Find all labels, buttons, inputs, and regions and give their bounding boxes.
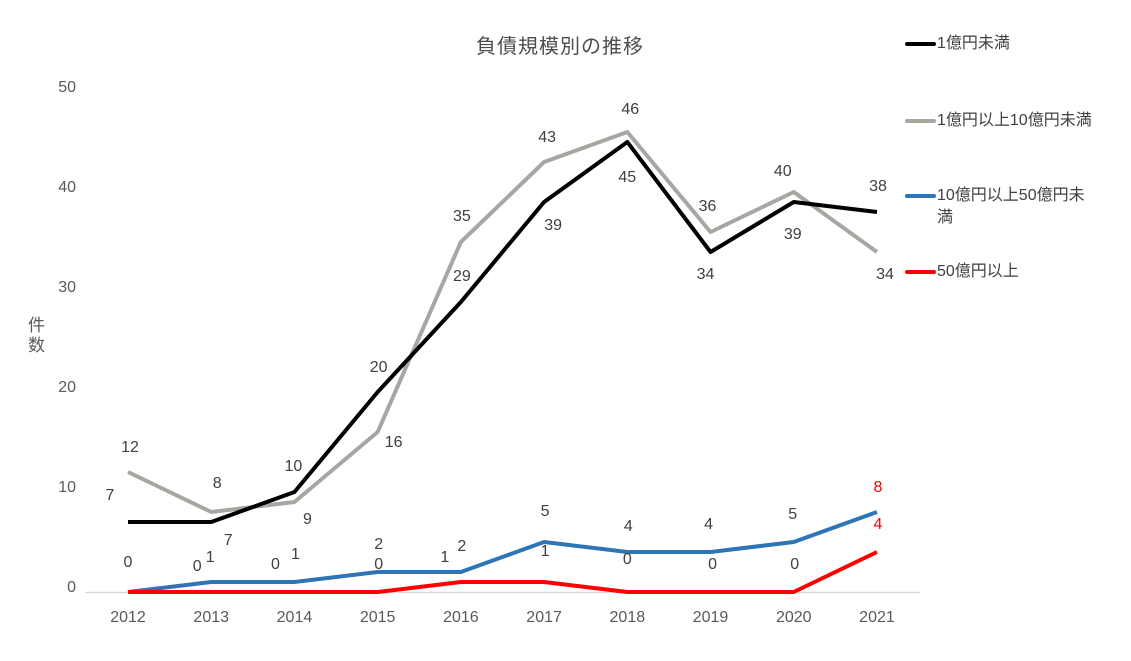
data-label: 46 — [621, 101, 640, 118]
data-label: 0 — [123, 554, 133, 571]
data-label: 39 — [544, 217, 562, 234]
data-label: 7 — [223, 532, 233, 549]
x-tick-label: 2017 — [526, 609, 562, 626]
y-tick-label: 30 — [58, 279, 76, 296]
data-label: 5 — [788, 506, 798, 523]
y-tick-label: 50 — [58, 79, 76, 96]
data-label: 2 — [457, 538, 467, 555]
data-label: 0 — [374, 556, 384, 573]
data-label: 0 — [708, 556, 717, 573]
data-label: 9 — [302, 511, 312, 528]
x-tick-label: 2019 — [692, 609, 729, 626]
data-label: 0 — [622, 551, 632, 568]
data-label: 8 — [873, 479, 883, 496]
legend-swatch — [905, 270, 936, 274]
data-label: 34 — [876, 266, 894, 283]
x-tick-label: 2016 — [443, 609, 479, 626]
y-axis-title: 件数 — [25, 316, 44, 356]
y-tick-label: 20 — [58, 379, 76, 396]
data-label: 16 — [384, 434, 403, 451]
data-label: 1 — [540, 543, 550, 560]
data-label: 1 — [440, 549, 450, 566]
series-line-1 — [127, 130, 879, 514]
legend-item-1: 1億円以上10億円未満 — [905, 110, 1125, 132]
legend-swatch — [905, 119, 936, 123]
x-tick-label: 2014 — [276, 609, 313, 626]
y-tick-label: 10 — [58, 479, 76, 496]
legend-item-2: 10億円以上50億円未満 — [905, 185, 1089, 229]
x-tick-label: 2015 — [359, 609, 396, 626]
data-label: 38 — [869, 178, 887, 195]
data-label: 0 — [270, 556, 280, 573]
y-tick-label: 40 — [58, 179, 76, 196]
data-label: 7 — [105, 487, 115, 504]
data-label: 35 — [452, 208, 471, 225]
legend-label: 10億円以上50億円未満 — [937, 187, 1085, 226]
data-label: 4 — [704, 516, 713, 533]
series-line-3 — [128, 550, 878, 594]
data-label: 0 — [192, 558, 202, 575]
data-label: 36 — [698, 198, 717, 215]
data-label: 2 — [374, 536, 384, 553]
legend-label: 50億円以上 — [937, 263, 1019, 280]
data-label: 40 — [773, 163, 792, 180]
legend-label: 1億円未満 — [937, 35, 1010, 52]
x-tick-label: 2021 — [859, 609, 895, 626]
x-tick-label: 2018 — [609, 609, 646, 626]
data-label: 34 — [696, 266, 715, 283]
data-label: 8 — [212, 475, 222, 492]
y-tick-label: 0 — [67, 579, 76, 596]
data-label: 1 — [205, 549, 215, 566]
chart-title: 負債規模別の推移 — [476, 36, 644, 58]
legend-swatch — [905, 194, 936, 198]
x-tick-label: 2012 — [110, 609, 146, 626]
x-tick-label: 2020 — [775, 609, 812, 626]
data-label: 5 — [540, 503, 550, 520]
series-line-0 — [128, 140, 878, 524]
series-line-2 — [127, 510, 878, 594]
data-label: 12 — [121, 439, 139, 456]
data-label: 4 — [623, 518, 633, 535]
data-label: 10 — [284, 458, 303, 475]
data-label: 1 — [290, 546, 300, 563]
x-tick-label: 2013 — [193, 609, 230, 626]
data-label: 4 — [873, 516, 883, 533]
data-label: 39 — [783, 226, 802, 243]
data-label: 45 — [618, 169, 637, 186]
legend-item-0: 1億円未満 — [905, 33, 1125, 55]
data-label: 20 — [369, 359, 388, 376]
legend-item-3: 50億円以上 — [905, 261, 1125, 283]
data-label: 0 — [790, 556, 800, 573]
legend-label: 1億円以上10億円未満 — [937, 112, 1092, 129]
legend-swatch — [905, 42, 936, 46]
data-label: 29 — [452, 268, 471, 285]
data-label: 43 — [538, 129, 556, 146]
